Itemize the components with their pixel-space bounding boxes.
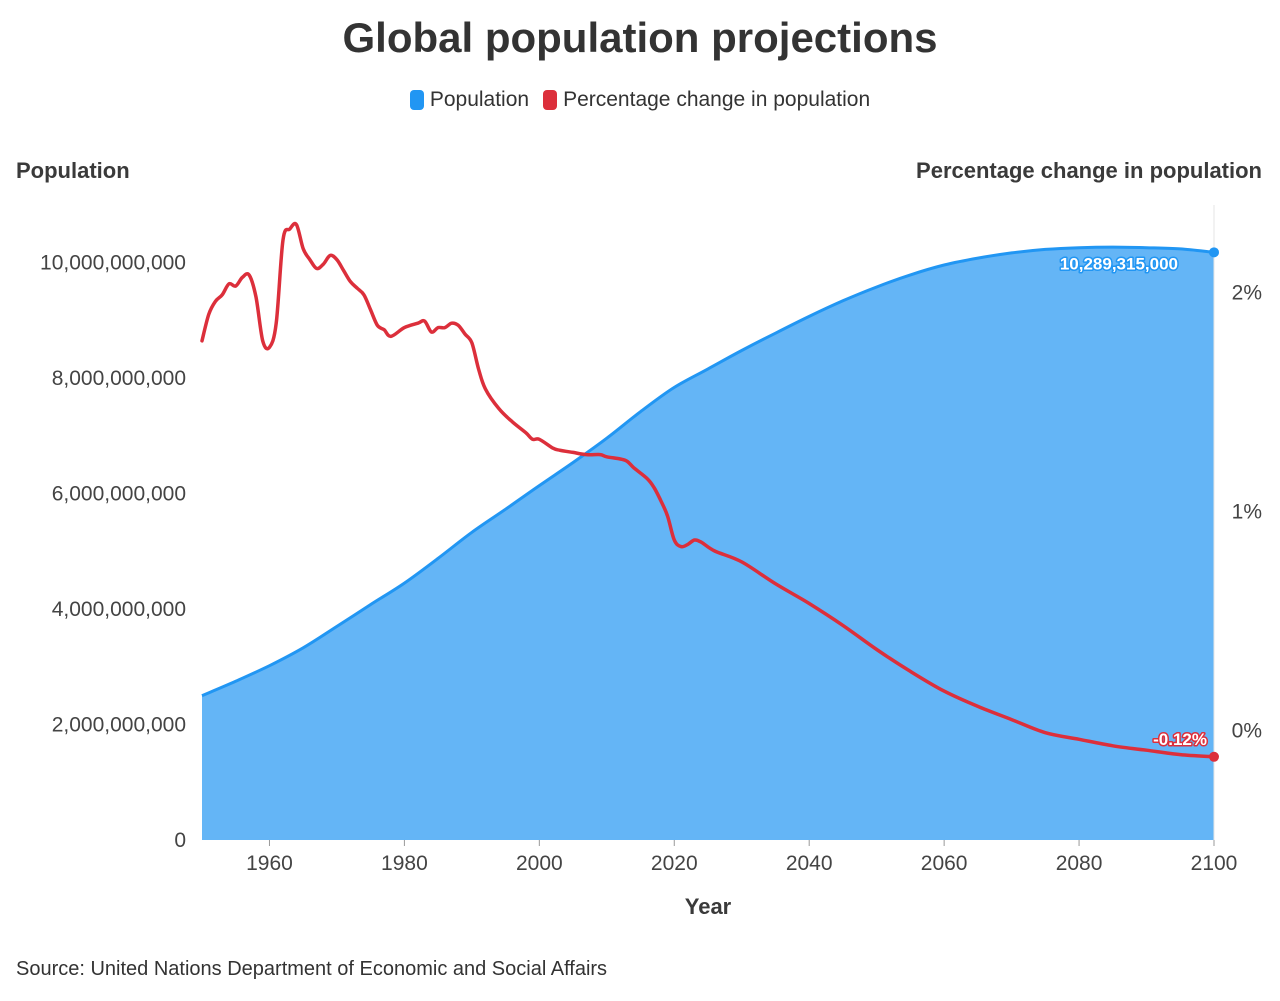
y-left-tick-label: 6,000,000,000 [52, 483, 186, 506]
right-axis-title: Percentage change in population [916, 158, 1262, 183]
population-area [202, 247, 1214, 841]
x-tick-label: 2080 [1056, 852, 1103, 875]
y-right-tick-label: 1% [1232, 501, 1262, 524]
x-tick-label: 2020 [651, 852, 698, 875]
y-left-tick-label: 4,000,000,000 [52, 598, 186, 621]
legend-swatch-percentage-change [543, 90, 558, 110]
x-axis-title: Year [685, 894, 732, 919]
chart-title: Global population projections [342, 14, 938, 61]
x-tick-label: 2040 [786, 852, 833, 875]
x-tick-label: 1980 [381, 852, 428, 875]
legend-label-population: Population [429, 88, 530, 111]
population-line [201, 245, 1215, 698]
percentage-change-end-point [1209, 751, 1219, 762]
y-right-tick-label: 0% [1232, 720, 1262, 743]
y-right-tick-label: 2% [1232, 282, 1262, 305]
y-left-tick-label: 10,000,000,000 [40, 252, 186, 275]
x-tick-label: 2000 [516, 852, 563, 875]
legend-label-percentage-change: Percentage change in population [563, 88, 871, 111]
y-left-tick-label: 2,000,000,000 [52, 714, 186, 737]
legend-item-percentage-change[interactable]: Percentage change in population [543, 88, 870, 112]
left-axis-title: Population [16, 158, 130, 183]
legend: Population Percentage change in populati… [0, 88, 1280, 112]
percentage-change-line [200, 221, 1216, 759]
percentage-change-end-label: -0.12% [1153, 730, 1207, 749]
legend-item-population[interactable]: Population [409, 88, 530, 112]
x-tick-label: 2060 [921, 852, 968, 875]
x-tick-label: 1960 [246, 852, 293, 875]
x-tick-label: 2100 [1191, 852, 1238, 875]
population-end-label: 10,289,315,000 [1060, 254, 1178, 273]
legend-swatch-population [409, 90, 424, 110]
source-note: Source: United Nations Department of Eco… [16, 958, 608, 980]
y-left-tick-label: 8,000,000,000 [52, 367, 186, 390]
y-left-tick-label: 0 [174, 829, 186, 852]
population-end-point [1209, 247, 1219, 258]
